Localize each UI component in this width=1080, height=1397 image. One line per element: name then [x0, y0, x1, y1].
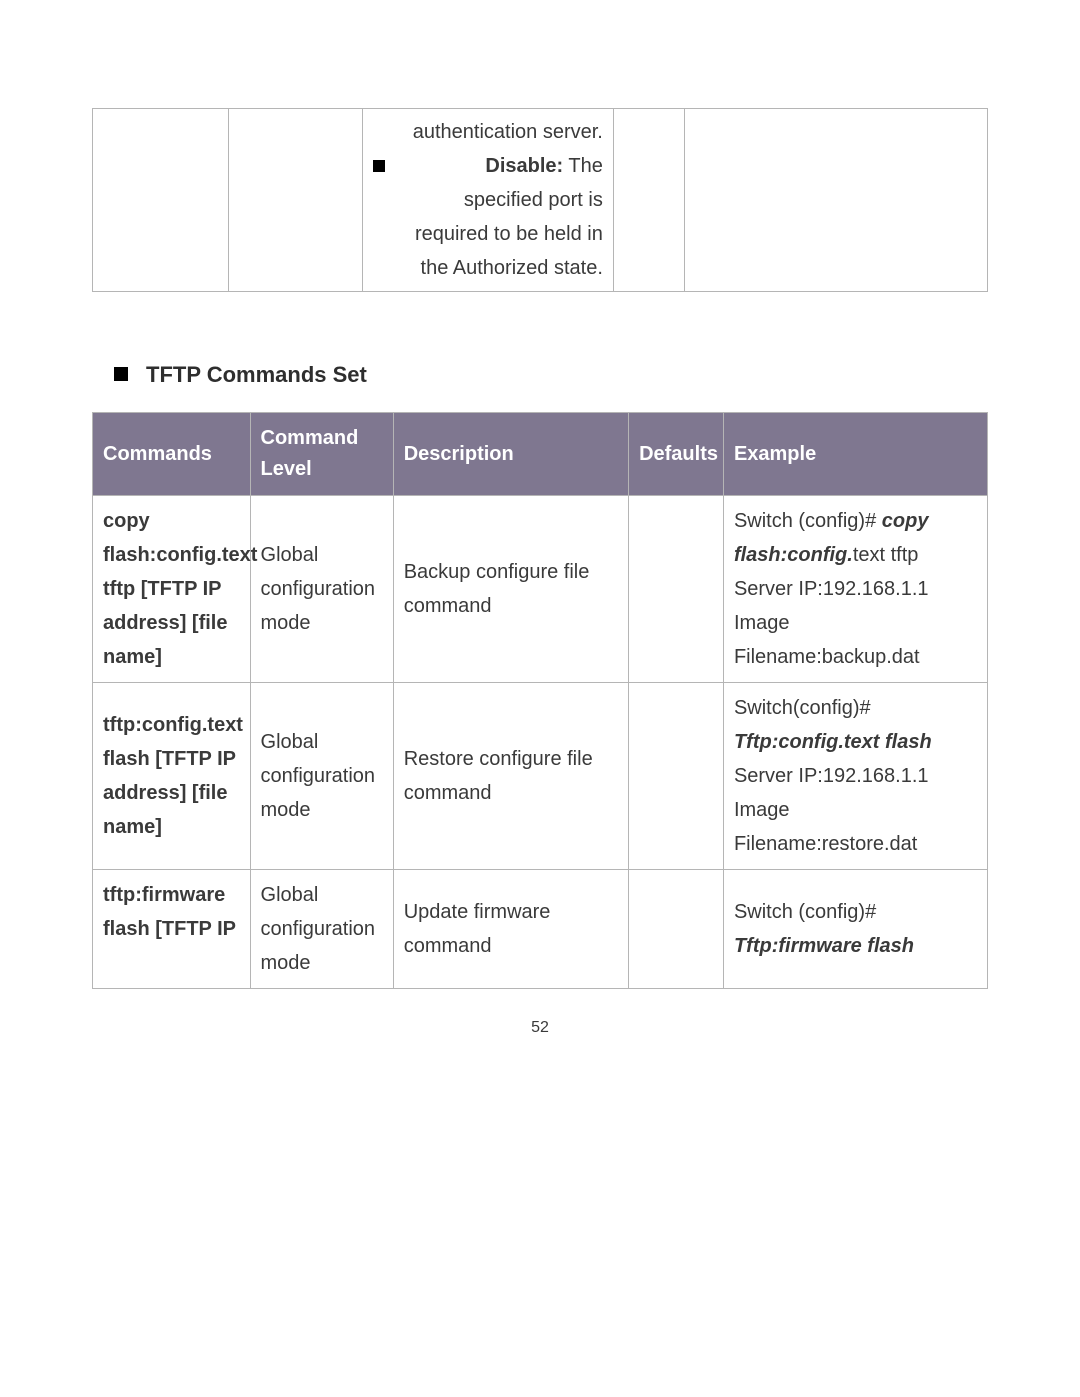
- cell-level: Global configuration mode: [250, 496, 393, 683]
- frag-cell-4: [613, 109, 685, 292]
- frag-cell-5: [685, 109, 988, 292]
- frag-bullet-rest: The: [563, 155, 603, 177]
- table-row: tftp:config.text flash [TFTP IP address]…: [93, 683, 988, 870]
- table-header-row: Commands Command Level Description Defau…: [93, 413, 988, 496]
- cell-command: copy flash:config.text tftp [TFTP IP add…: [93, 496, 251, 683]
- frag-bullet-bold: Disable:: [485, 155, 563, 177]
- th-commands: Commands: [93, 413, 251, 496]
- cell-description: Backup configure file command: [393, 496, 628, 683]
- frag-cell-2: [229, 109, 363, 292]
- section-heading: TFTP Commands Set: [114, 362, 988, 388]
- previous-table-fragment: authentication server. Disable: The spec…: [92, 108, 988, 292]
- th-level: Command Level: [250, 413, 393, 496]
- cell-defaults: [629, 496, 724, 683]
- frag-line-1: authentication server.: [413, 121, 603, 143]
- frag-line-3: specified port is: [464, 189, 603, 211]
- cell-level: Global configuration mode: [250, 870, 393, 989]
- frag-line-4: required to be held in: [415, 223, 603, 245]
- table-row: copy flash:config.text tftp [TFTP IP add…: [93, 496, 988, 683]
- section-heading-text: TFTP Commands Set: [146, 362, 367, 387]
- th-example: Example: [723, 413, 987, 496]
- cell-description: Restore configure file command: [393, 683, 628, 870]
- cell-example: Switch (config)# copy flash:config.text …: [723, 496, 987, 683]
- cell-example: Switch (config)# Tftp:firmware flash: [723, 870, 987, 989]
- frag-description-cell: authentication server. Disable: The spec…: [363, 109, 614, 292]
- cell-example: Switch(config)# Tftp:config.text flashSe…: [723, 683, 987, 870]
- frag-line-5: the Authorized state.: [421, 257, 603, 279]
- square-bullet-icon: [114, 367, 128, 381]
- cell-defaults: [629, 683, 724, 870]
- cell-description: Update firmware command: [393, 870, 628, 989]
- cell-command: tftp:firmware flash [TFTP IP: [93, 870, 251, 989]
- cell-command: tftp:config.text flash [TFTP IP address]…: [93, 683, 251, 870]
- cell-level: Global configuration mode: [250, 683, 393, 870]
- tftp-commands-table: Commands Command Level Description Defau…: [92, 412, 988, 989]
- frag-cell-1: [93, 109, 229, 292]
- th-defaults: Defaults: [629, 413, 724, 496]
- frag-bullet-line: Disable: The: [373, 149, 603, 183]
- cell-defaults: [629, 870, 724, 989]
- square-bullet-icon: [373, 160, 385, 172]
- th-description: Description: [393, 413, 628, 496]
- table-row: tftp:firmware flash [TFTP IPGlobal confi…: [93, 870, 988, 989]
- page-number: 52: [92, 1019, 988, 1037]
